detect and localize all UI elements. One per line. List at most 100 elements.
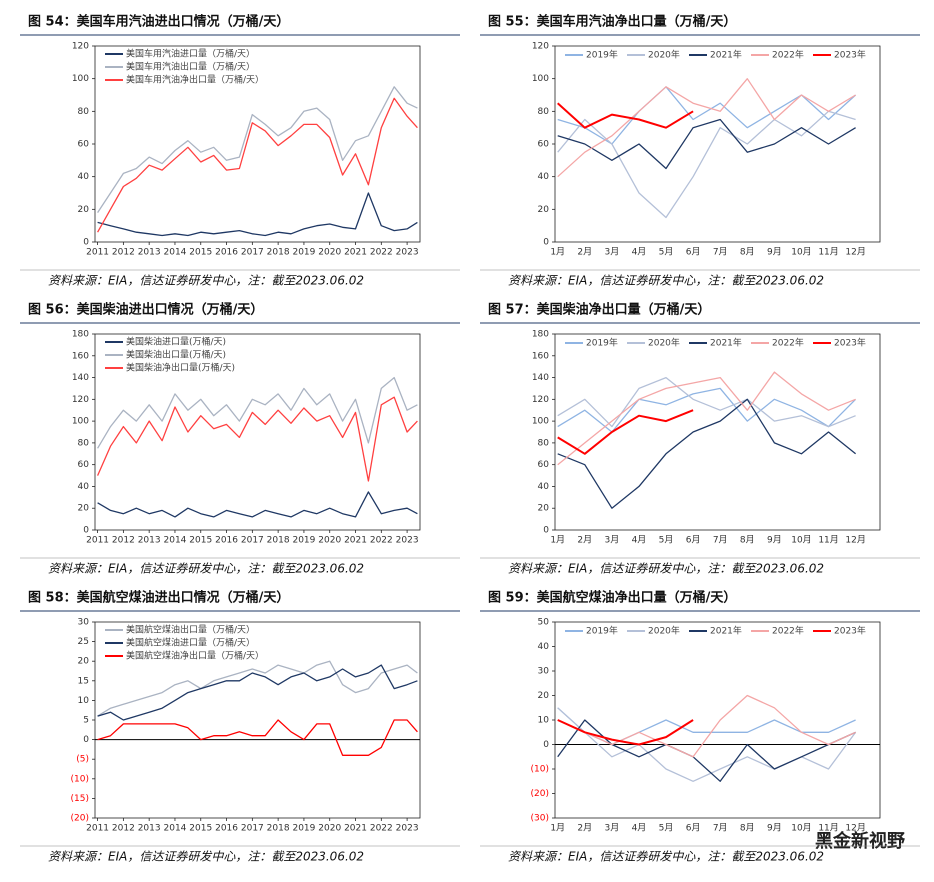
legend-label: 美国航空煤油出口量（万桶/天） [126, 624, 255, 636]
series-line [557, 398, 857, 509]
x-tick-label: 2月 [577, 247, 592, 258]
x-tick-label: 2018 [267, 824, 290, 834]
series-line [557, 719, 694, 746]
legend-label: 美国航空煤油净出口量（万桶/天） [126, 650, 264, 662]
x-tick-label: 3月 [605, 535, 620, 546]
series-line [557, 694, 856, 758]
y-tick-label: 180 [72, 330, 89, 340]
x-tick-label: 2011 [86, 824, 109, 834]
x-tick-label: 11月 [818, 823, 838, 834]
series-line [97, 664, 418, 721]
x-tick-label: 12月 [845, 535, 865, 546]
series-line [97, 376, 418, 449]
legend-label: 2023年 [834, 625, 866, 637]
x-tick-label: 7月 [713, 247, 728, 258]
x-tick-label: 2017 [241, 248, 264, 258]
y-tick-label: 20 [78, 205, 90, 215]
y-tick-label: 60 [538, 140, 550, 150]
x-tick-label: 2019 [292, 248, 315, 258]
series-line [557, 78, 856, 178]
series-line [97, 97, 418, 233]
x-tick-label: 9月 [767, 823, 782, 834]
x-tick-label: 3月 [605, 247, 620, 258]
legend-label: 2022年 [772, 337, 804, 349]
x-tick-label: 2014 [164, 248, 187, 258]
y-tick-label: 30 [538, 667, 550, 677]
series-line [97, 192, 418, 237]
series-line [557, 719, 856, 782]
x-tick-label: 2021 [344, 824, 367, 834]
y-tick-label: 20 [538, 504, 550, 514]
legend-label: 美国航空煤油进口量（万桶/天） [126, 637, 255, 649]
y-tick-label: (10) [531, 765, 549, 775]
y-tick-label: 100 [532, 74, 549, 84]
x-tick-label: 10月 [791, 247, 811, 258]
plot-frame [554, 45, 881, 243]
x-tick-label: 5月 [659, 535, 674, 546]
series-line [557, 376, 856, 428]
legend-label: 美国车用汽油进口量（万桶/天） [126, 48, 255, 60]
y-tick-label: 20 [78, 504, 90, 514]
y-tick-label: (30) [531, 814, 549, 824]
y-tick-label: 160 [532, 351, 549, 361]
chart-title: 图 56：美国柴油进出口情况（万桶/天） [28, 302, 263, 318]
legend-label: 2019年 [586, 337, 618, 349]
series-line [97, 660, 418, 717]
y-tick-label: 50 [538, 618, 550, 628]
legend-label: 2019年 [586, 625, 618, 637]
x-tick-label: 1月 [550, 823, 565, 834]
y-tick-label: 40 [538, 172, 550, 182]
legend-label: 2023年 [834, 49, 866, 61]
series-line [97, 86, 418, 213]
y-tick-label: 0 [543, 526, 549, 536]
source-note: 资料来源：EIA，信达证券研发中心，注：截至2023.06.02 [508, 562, 824, 576]
legend-label: 2021年 [710, 625, 742, 637]
y-tick-label: 120 [532, 395, 549, 405]
y-tick-label: 100 [532, 417, 549, 427]
x-tick-label: 2020 [318, 248, 341, 258]
y-tick-label: 40 [538, 642, 550, 652]
y-tick-label: (10) [71, 774, 89, 784]
y-tick-label: 80 [538, 438, 550, 448]
x-tick-label: 2018 [267, 248, 290, 258]
series-line [557, 110, 856, 219]
source-note: 资料来源：EIA，信达证券研发中心，注：截至2023.06.02 [48, 562, 364, 576]
y-tick-label: (20) [531, 789, 549, 799]
chart-title: 图 54：美国车用汽油进出口情况（万桶/天） [28, 14, 289, 30]
x-tick-label: 4月 [632, 535, 647, 546]
y-tick-label: 80 [538, 107, 550, 117]
x-tick-label: 4月 [632, 247, 647, 258]
y-tick-label: 140 [532, 373, 549, 383]
y-tick-label: 20 [538, 205, 550, 215]
y-tick-label: 15 [78, 676, 89, 686]
y-tick-label: 0 [83, 735, 89, 745]
x-tick-label: 2023 [396, 824, 419, 834]
y-tick-label: (5) [76, 755, 89, 765]
x-tick-label: 11月 [818, 247, 838, 258]
y-tick-label: 40 [78, 172, 90, 182]
x-tick-label: 2022 [370, 824, 393, 834]
source-note: 资料来源：EIA，信达证券研发中心，注：截至2023.06.02 [48, 850, 364, 864]
y-tick-label: 120 [72, 395, 89, 405]
chart-title: 图 57：美国柴油净出口量（万桶/天） [488, 302, 710, 318]
x-tick-label: 2018 [267, 536, 290, 546]
x-tick-label: 2014 [164, 824, 187, 834]
y-tick-label: 60 [78, 140, 90, 150]
x-tick-label: 12月 [845, 823, 865, 834]
series-line [97, 719, 418, 756]
x-tick-label: 8月 [740, 823, 755, 834]
y-tick-label: 0 [83, 526, 89, 536]
source-note: 资料来源：EIA，信达证券研发中心，注：截至2023.06.02 [508, 274, 824, 288]
x-tick-label: 2015 [189, 536, 212, 546]
plot-frame [554, 333, 881, 531]
legend-label: 2021年 [710, 337, 742, 349]
legend-label: 2022年 [772, 49, 804, 61]
series-line [97, 491, 418, 518]
series-line [557, 371, 856, 466]
x-tick-label: 8月 [740, 247, 755, 258]
x-tick-label: 6月 [686, 823, 701, 834]
legend-label: 2021年 [710, 49, 742, 61]
chart-title: 图 59：美国航空煤油净出口量（万桶/天） [488, 590, 736, 606]
x-tick-label: 8月 [740, 535, 755, 546]
x-tick-label: 2014 [164, 536, 187, 546]
